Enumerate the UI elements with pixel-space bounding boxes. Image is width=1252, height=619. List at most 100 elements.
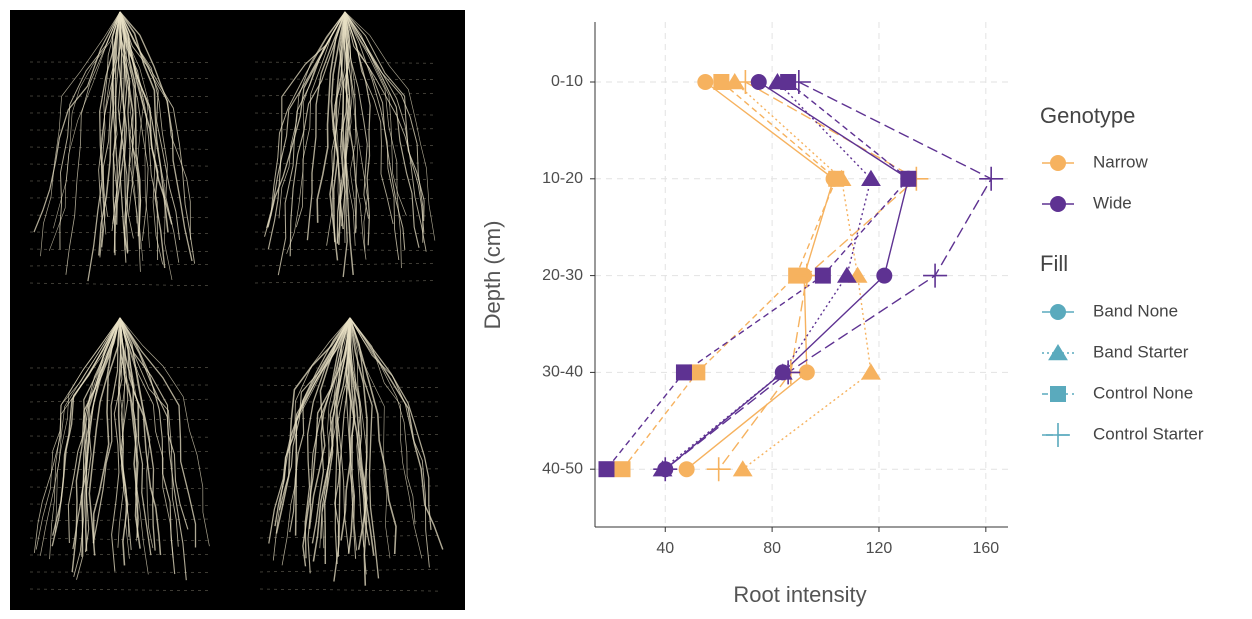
root-line — [119, 317, 197, 548]
root-line — [349, 317, 416, 525]
root-line — [337, 317, 351, 553]
root-line — [254, 262, 436, 267]
root-line — [119, 317, 140, 542]
marker — [732, 460, 753, 477]
root-line — [254, 280, 436, 284]
marker — [653, 457, 678, 482]
root-line — [259, 468, 441, 471]
marker — [652, 460, 673, 477]
root-line — [29, 537, 211, 542]
y-tick-label: 0-10 — [551, 73, 583, 90]
marker — [979, 166, 1004, 191]
root-line — [59, 11, 121, 250]
root-line — [344, 11, 424, 243]
root-line — [119, 317, 154, 549]
x-axis-title: Root intensity — [733, 582, 866, 607]
root-line — [344, 11, 402, 269]
marker — [614, 461, 631, 478]
root-line — [320, 317, 351, 539]
root-line — [334, 11, 346, 244]
root-line — [35, 317, 121, 550]
legend-title: Fill — [1040, 251, 1068, 276]
root-line — [339, 11, 351, 227]
root-line — [349, 317, 397, 555]
root-line — [87, 11, 121, 282]
root-line — [264, 11, 346, 237]
marker — [786, 70, 811, 94]
root-line — [259, 485, 441, 488]
root-line — [119, 11, 193, 262]
marker — [923, 263, 948, 288]
marker — [689, 364, 706, 381]
root-line — [111, 317, 123, 572]
root-line — [101, 11, 121, 248]
marker — [1050, 386, 1066, 402]
root-line — [349, 317, 432, 530]
marker — [724, 73, 745, 90]
legend-title: Genotype — [1040, 103, 1135, 128]
root-line — [349, 317, 423, 559]
root-line — [254, 214, 436, 217]
root-line — [266, 11, 346, 229]
root-line — [119, 317, 174, 558]
root-line — [349, 317, 391, 559]
root-line — [344, 11, 436, 241]
series-line — [662, 81, 872, 470]
root-line — [259, 434, 441, 437]
root-line — [29, 282, 211, 287]
root-line — [312, 317, 351, 562]
root-line — [29, 467, 211, 471]
root-line — [254, 93, 436, 97]
root-line — [347, 317, 356, 554]
root-line — [344, 11, 425, 222]
root-line — [29, 451, 211, 454]
root-line — [29, 163, 211, 167]
root-line — [119, 11, 144, 262]
marker — [750, 74, 767, 90]
marker — [1050, 196, 1066, 212]
root-line — [254, 128, 436, 131]
root-line — [29, 248, 211, 252]
marker — [706, 457, 731, 482]
root-line — [259, 588, 441, 592]
root-line — [254, 112, 436, 116]
root-line — [259, 384, 441, 389]
marker — [861, 363, 881, 380]
root-line — [118, 11, 129, 254]
root-line — [349, 317, 430, 568]
series-line — [734, 81, 872, 470]
legend-label: Wide — [1093, 193, 1132, 212]
root-line — [316, 11, 346, 223]
marker — [678, 461, 695, 478]
root-line — [119, 317, 187, 581]
root-line — [254, 231, 436, 235]
root-line — [29, 78, 211, 80]
root-line — [294, 317, 351, 536]
root-line — [349, 317, 368, 586]
y-axis-title: Depth (cm) — [480, 221, 505, 330]
root-line — [330, 11, 346, 245]
root-line — [254, 145, 436, 148]
chart: Root intensity Depth (cm) 40 80 120 160 0-10… — [480, 22, 1204, 607]
marker — [1050, 155, 1066, 171]
marker — [675, 364, 692, 381]
root-line — [111, 11, 123, 232]
root-line — [275, 317, 351, 534]
x-tick-label: 40 — [656, 540, 674, 557]
root-line — [67, 317, 121, 544]
root-line — [119, 317, 210, 547]
root-line — [33, 11, 121, 233]
root-line — [267, 11, 346, 228]
root-line — [259, 503, 441, 507]
root-line — [259, 415, 441, 420]
root-line — [344, 11, 420, 248]
root-line — [306, 11, 346, 241]
root-line — [29, 588, 211, 591]
root-line — [65, 11, 121, 275]
marker — [861, 169, 881, 186]
root-line — [344, 11, 357, 229]
root-line — [268, 317, 351, 544]
root-line — [259, 568, 441, 573]
root-line — [51, 317, 121, 547]
